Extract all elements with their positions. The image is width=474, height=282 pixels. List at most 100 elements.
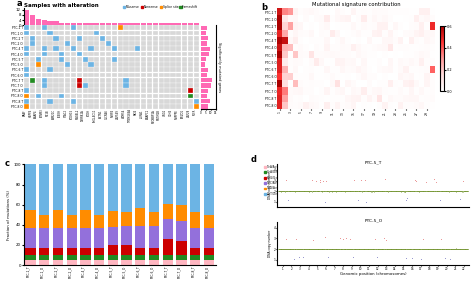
Bar [188, 88, 193, 93]
Bar [190, 260, 201, 265]
Bar [123, 104, 129, 109]
Point [288, 247, 296, 252]
Point [363, 189, 370, 193]
Bar [118, 23, 123, 25]
Point [391, 247, 398, 251]
Point [413, 189, 420, 193]
Bar [194, 94, 199, 98]
Bar [204, 215, 214, 228]
Bar [47, 73, 53, 77]
Point [366, 247, 374, 251]
Point [395, 189, 403, 193]
Bar [147, 36, 152, 41]
Point [283, 178, 290, 182]
Point [433, 189, 441, 193]
Point [424, 247, 432, 251]
Point [343, 189, 350, 193]
Bar [94, 31, 100, 36]
Point [306, 189, 313, 193]
Bar [24, 67, 29, 72]
Point [356, 247, 363, 251]
Point [276, 246, 284, 251]
Point [343, 189, 351, 194]
Point [336, 189, 343, 193]
Bar [24, 25, 29, 30]
Point [459, 247, 467, 251]
Bar [147, 67, 152, 72]
Point [387, 247, 394, 252]
Point [328, 247, 336, 251]
Bar [123, 88, 129, 93]
Point [457, 189, 465, 193]
Point [292, 247, 300, 251]
Point [316, 179, 323, 184]
Bar [163, 239, 173, 255]
Bar [53, 248, 63, 255]
Bar [24, 10, 29, 25]
Point [298, 247, 305, 251]
Bar [176, 104, 182, 109]
Point [324, 189, 331, 193]
Bar [129, 47, 135, 51]
Point [324, 189, 332, 193]
Bar [30, 88, 35, 93]
Point [449, 247, 457, 251]
Point [416, 189, 424, 193]
Point [456, 189, 463, 194]
Point [427, 189, 435, 193]
Point [341, 247, 349, 251]
Point [413, 189, 421, 193]
Point [396, 189, 403, 193]
Point [403, 189, 410, 193]
Point [308, 189, 316, 193]
Bar [159, 78, 164, 83]
Point [352, 189, 360, 193]
Point [434, 189, 441, 193]
Bar [163, 204, 173, 219]
Point [338, 189, 346, 193]
Point [380, 189, 388, 194]
Point [352, 247, 360, 252]
Point [281, 247, 289, 252]
Bar [108, 227, 118, 245]
Point [430, 189, 438, 193]
Point [318, 189, 326, 194]
Point [371, 189, 378, 193]
Bar [129, 99, 135, 103]
Point [301, 189, 308, 193]
Point [440, 247, 448, 252]
Bar [26, 228, 36, 248]
Bar [80, 228, 91, 248]
Bar [118, 88, 123, 93]
Point [332, 189, 340, 193]
Point [347, 189, 355, 193]
Point [408, 189, 416, 193]
Bar [112, 73, 117, 77]
Point [447, 247, 454, 252]
Point [404, 189, 412, 193]
Point [459, 247, 466, 251]
Bar [176, 205, 187, 221]
Point [343, 189, 351, 194]
Bar [201, 83, 211, 88]
Point [338, 189, 346, 193]
Bar [65, 41, 70, 46]
Bar [100, 104, 105, 109]
Point [321, 200, 329, 204]
Point [359, 247, 367, 251]
Point [334, 247, 341, 252]
Point [391, 189, 398, 193]
Point [362, 189, 369, 193]
Point [462, 189, 470, 194]
Bar [201, 52, 209, 56]
Bar [176, 62, 182, 67]
Bar [88, 78, 94, 83]
Point [306, 247, 313, 252]
Bar [88, 73, 94, 77]
Point [365, 247, 372, 251]
Point [279, 247, 286, 251]
Bar [141, 47, 146, 51]
Point [337, 189, 345, 193]
Point [449, 189, 456, 193]
Point [418, 189, 425, 194]
